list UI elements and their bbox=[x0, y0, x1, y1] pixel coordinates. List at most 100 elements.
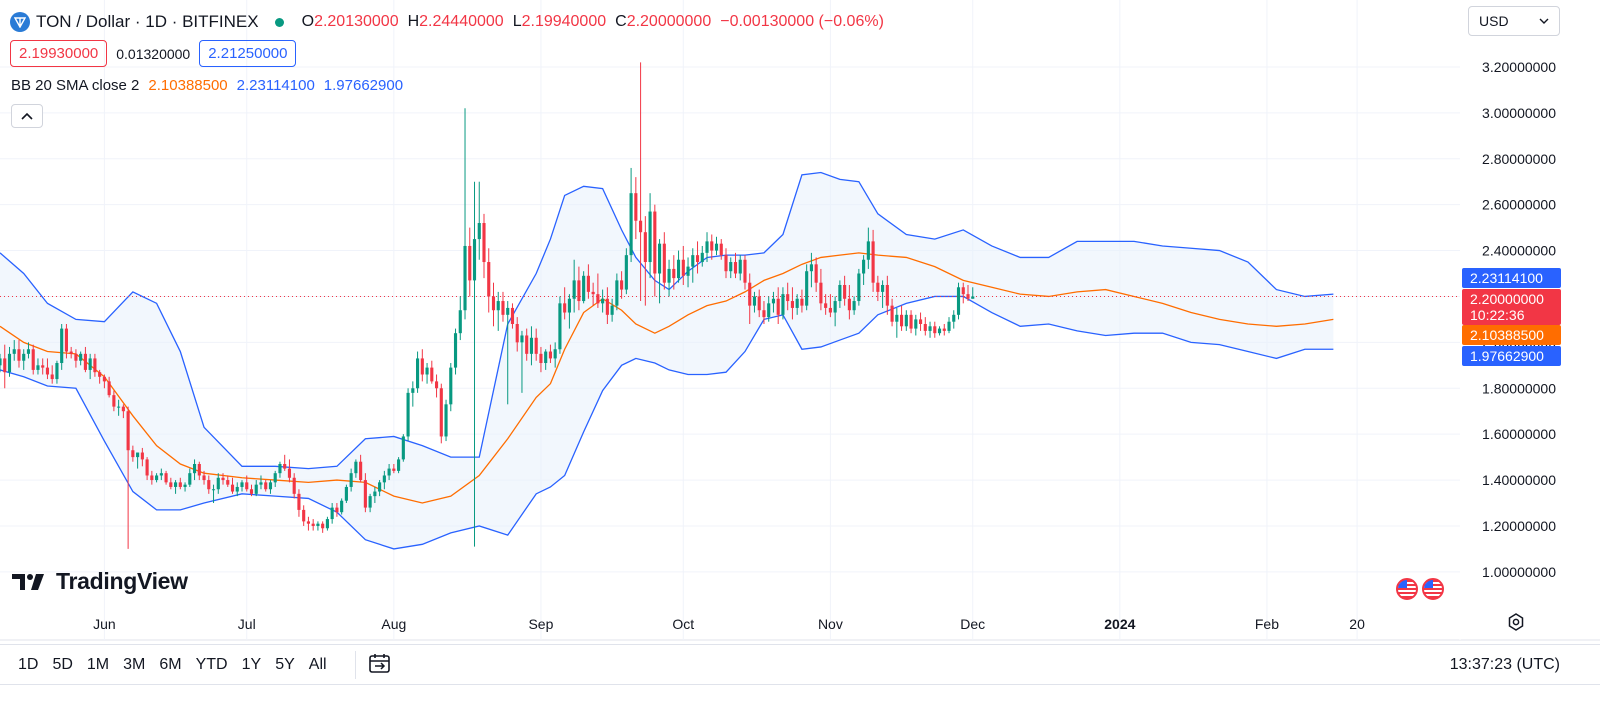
candle-body bbox=[767, 303, 771, 318]
candle-body bbox=[591, 291, 595, 295]
candle bbox=[264, 480, 268, 492]
us-flag-icon[interactable] bbox=[1396, 578, 1418, 600]
symbol-title[interactable]: TON / Dollar · 1D · BITFINEX bbox=[36, 12, 259, 31]
candle-body bbox=[221, 477, 225, 481]
candle-body bbox=[971, 296, 975, 299]
candle-body bbox=[529, 337, 534, 354]
candle-body bbox=[216, 477, 220, 490]
time-axis[interactable]: Jun Jul Aug Sep Oct Nov Dec 2024 Feb 20 bbox=[93, 616, 1365, 632]
candle bbox=[50, 365, 54, 384]
candle-body bbox=[117, 406, 121, 408]
candle-body bbox=[871, 241, 875, 283]
candle-body bbox=[22, 353, 26, 361]
candle bbox=[230, 477, 235, 494]
collapse-legend-button[interactable] bbox=[11, 104, 43, 128]
candle bbox=[140, 447, 144, 467]
range-1y[interactable]: 1Y bbox=[241, 656, 262, 673]
candle bbox=[126, 406, 130, 549]
candle bbox=[359, 454, 363, 483]
candle bbox=[197, 461, 201, 481]
candle bbox=[472, 181, 477, 547]
candle bbox=[249, 484, 254, 497]
utc-clock[interactable]: 13:37:23 (UTC) bbox=[1449, 656, 1560, 673]
tradingview-logo[interactable]: TradingView bbox=[12, 568, 188, 595]
range-5y[interactable]: 5Y bbox=[275, 656, 295, 673]
range-selector: 1D 5D 1M 3M 6M YTD 1Y 5Y All bbox=[11, 656, 334, 674]
candle-body bbox=[359, 461, 363, 481]
candle-body bbox=[662, 243, 666, 283]
candle bbox=[558, 296, 562, 354]
range-1d[interactable]: 1D bbox=[18, 656, 39, 673]
candle-body bbox=[420, 358, 424, 375]
candle bbox=[159, 468, 163, 481]
x-tick-label: 20 bbox=[1349, 616, 1365, 632]
candle bbox=[971, 287, 975, 299]
candle-body bbox=[553, 349, 557, 359]
indicator-legend[interactable]: BB 20 SMA close 2 2.10388500 2.23114100 … bbox=[11, 77, 403, 94]
candle bbox=[411, 381, 415, 407]
candle bbox=[515, 317, 519, 352]
ask-button[interactable]: 2.21250000 bbox=[199, 40, 297, 67]
candle bbox=[895, 307, 899, 338]
candle bbox=[330, 503, 334, 524]
candle-body bbox=[169, 482, 173, 487]
candle bbox=[520, 330, 524, 393]
bid-button[interactable]: 2.19930000 bbox=[10, 40, 108, 67]
bb-fill bbox=[0, 172, 1334, 549]
candle-body bbox=[434, 381, 439, 389]
market-status-icon[interactable] bbox=[274, 17, 284, 27]
candle-body bbox=[183, 484, 187, 487]
candle-body bbox=[188, 473, 192, 485]
candle-body bbox=[430, 367, 434, 382]
candle-body bbox=[439, 388, 443, 437]
candle-body bbox=[786, 294, 790, 302]
candle bbox=[60, 324, 64, 370]
chevron-down-icon bbox=[1539, 18, 1549, 24]
candle bbox=[757, 289, 761, 318]
range-3m[interactable]: 3M bbox=[123, 656, 146, 673]
candle bbox=[828, 294, 832, 318]
candle bbox=[738, 255, 742, 281]
candle-body bbox=[629, 193, 633, 256]
range-5d[interactable]: 5D bbox=[52, 656, 73, 673]
candle-body bbox=[634, 193, 638, 221]
candle bbox=[639, 62, 643, 302]
candle bbox=[847, 284, 851, 320]
candle bbox=[273, 470, 277, 487]
candle bbox=[748, 273, 752, 324]
range-all[interactable]: All bbox=[308, 656, 327, 673]
candle bbox=[302, 505, 306, 526]
candle bbox=[833, 296, 837, 327]
gear-icon[interactable] bbox=[1506, 612, 1526, 632]
candle bbox=[17, 340, 21, 368]
candle-body bbox=[942, 328, 946, 331]
candle bbox=[121, 404, 125, 419]
us-flag-icon[interactable] bbox=[1422, 578, 1444, 600]
candle bbox=[648, 193, 652, 279]
candle-body bbox=[363, 480, 367, 508]
event-flags[interactable] bbox=[1396, 578, 1444, 600]
calendar-range-icon[interactable] bbox=[368, 652, 394, 676]
candle bbox=[871, 229, 875, 292]
candle-body bbox=[510, 307, 515, 324]
candle bbox=[634, 177, 638, 240]
candle-body bbox=[344, 486, 348, 501]
range-1m[interactable]: 1M bbox=[86, 656, 110, 673]
x-tick-label: Nov bbox=[818, 616, 843, 632]
candle-body bbox=[7, 353, 12, 373]
candle bbox=[577, 266, 581, 311]
range-ytd[interactable]: YTD bbox=[195, 656, 228, 673]
candle bbox=[862, 255, 866, 285]
candle-body bbox=[316, 523, 320, 526]
range-6m[interactable]: 6M bbox=[159, 656, 182, 673]
candle bbox=[539, 346, 543, 373]
candle bbox=[937, 326, 942, 336]
candle-body bbox=[653, 211, 657, 274]
currency-select[interactable]: USD bbox=[1468, 6, 1560, 36]
candle-body bbox=[781, 294, 785, 315]
candle-body bbox=[563, 303, 567, 313]
candle-body bbox=[477, 223, 481, 240]
candle-body bbox=[397, 459, 401, 471]
